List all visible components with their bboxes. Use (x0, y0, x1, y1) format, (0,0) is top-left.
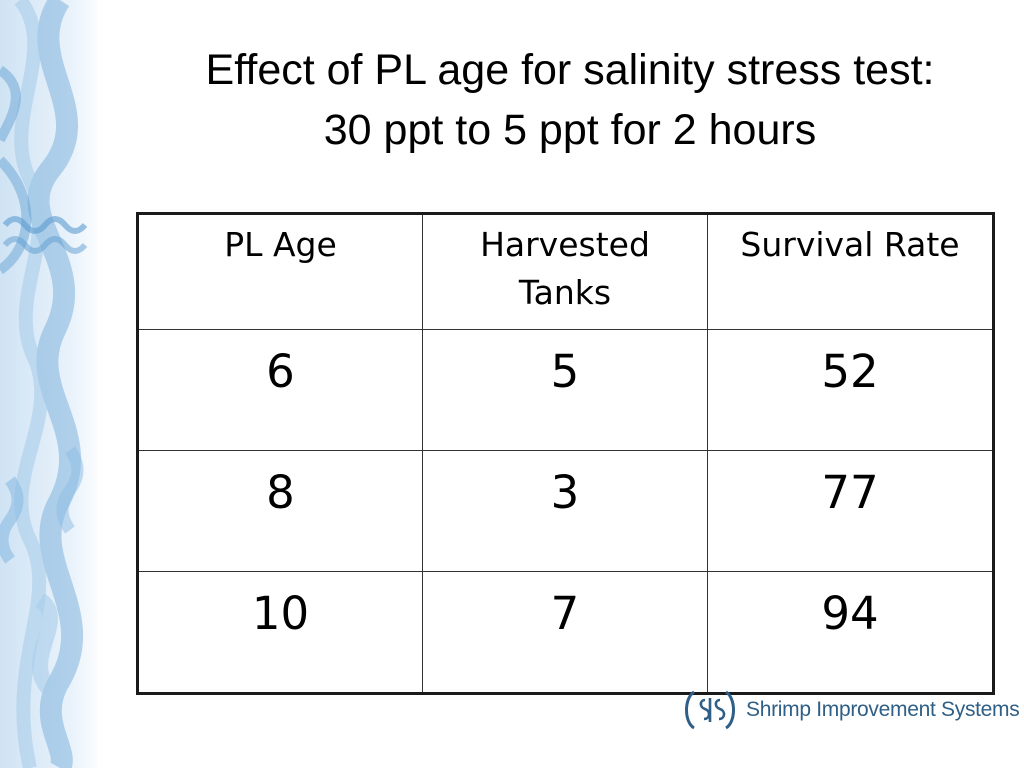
cell-survival-rate: 77 (707, 450, 994, 572)
slide-title: Effect of PL age for salinity stress tes… (120, 40, 1020, 160)
header-harvested-tanks-label: Harvested Tanks (480, 225, 650, 312)
company-logo: Shrimp Improvement Systems (682, 686, 1020, 734)
cell-pl-age: 8 (137, 450, 423, 572)
table-row: 8 3 77 (137, 450, 994, 572)
header-harvested-tanks: Harvested Tanks (422, 213, 708, 330)
sis-logo-icon (685, 690, 735, 730)
cell-harvested-tanks: 7 (422, 571, 708, 694)
cell-pl-age: 10 (137, 571, 423, 694)
table-row: 10 7 94 (137, 571, 994, 694)
cell-pl-age: 6 (137, 329, 423, 451)
table-row: 6 5 52 (137, 329, 994, 451)
decorative-wave-strip (0, 0, 104, 768)
wave-pattern-icon (0, 0, 104, 768)
title-line-1: Effect of PL age for salinity stress tes… (205, 46, 935, 94)
cell-survival-rate: 52 (707, 329, 994, 451)
cell-harvested-tanks: 3 (422, 450, 708, 572)
header-survival-rate: Survival Rate (707, 213, 994, 330)
cell-survival-rate: 94 (707, 571, 994, 694)
cell-harvested-tanks: 5 (422, 329, 708, 451)
results-table: PL Age Harvested Tanks Survival Rate 6 5… (136, 212, 995, 695)
table-header-row: PL Age Harvested Tanks Survival Rate (137, 213, 994, 330)
header-pl-age: PL Age (137, 213, 423, 330)
logo-text: Shrimp Improvement Systems (746, 698, 1020, 721)
title-line-2: 30 ppt to 5 ppt for 2 hours (323, 106, 817, 154)
